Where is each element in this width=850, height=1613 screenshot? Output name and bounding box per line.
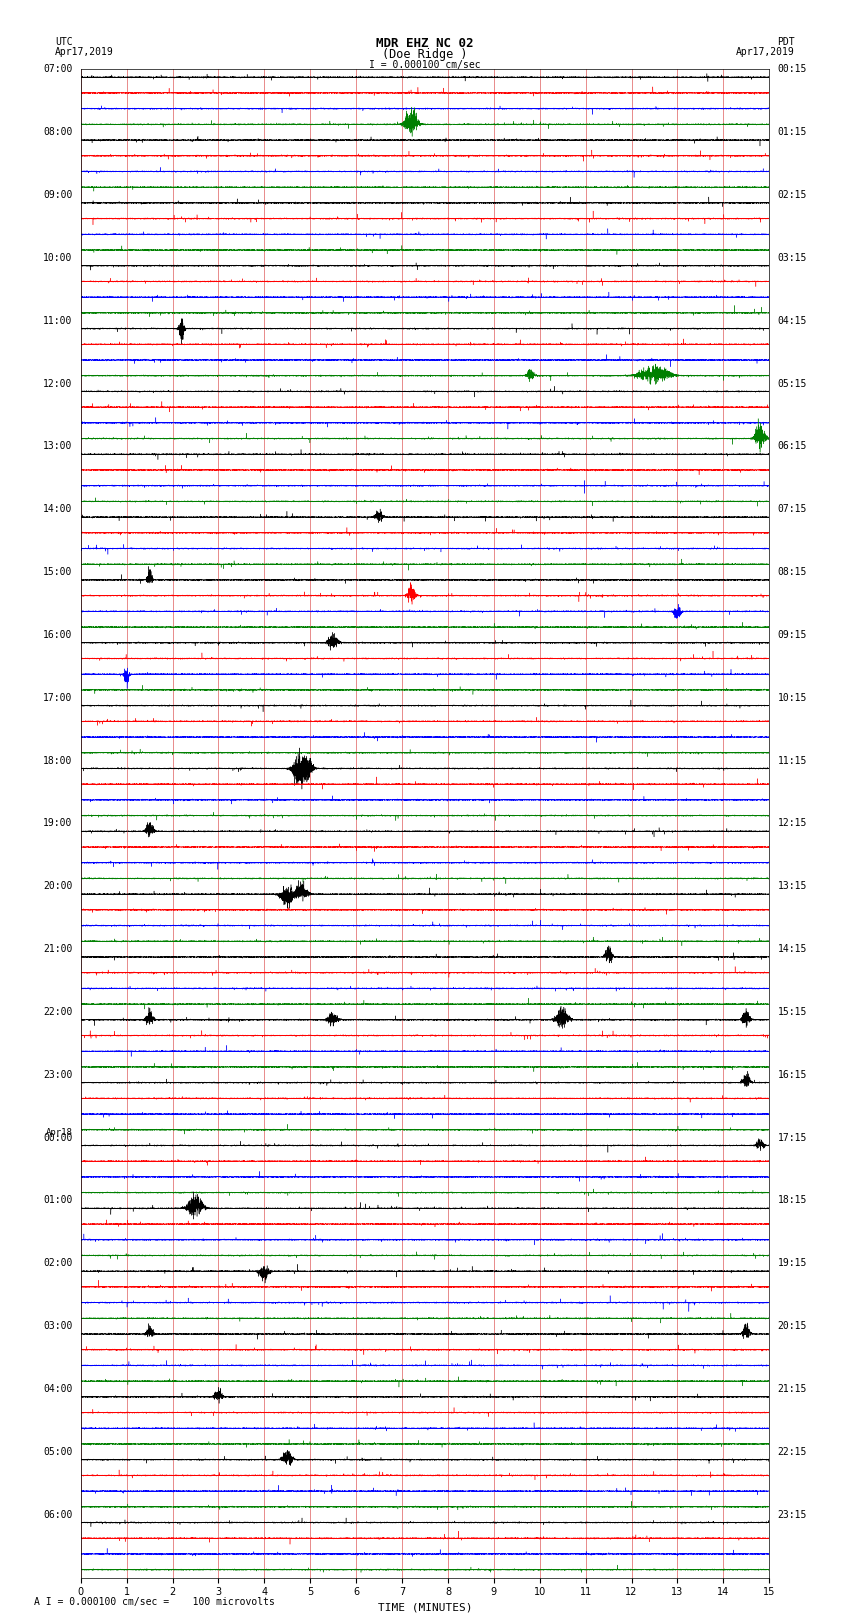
Text: 10:00: 10:00 xyxy=(43,253,72,263)
Text: 02:00: 02:00 xyxy=(43,1258,72,1268)
Text: 09:00: 09:00 xyxy=(43,190,72,200)
Text: 01:15: 01:15 xyxy=(778,127,807,137)
Text: 19:00: 19:00 xyxy=(43,818,72,829)
Text: 00:00: 00:00 xyxy=(43,1132,72,1142)
Text: 13:15: 13:15 xyxy=(778,881,807,892)
Text: 04:00: 04:00 xyxy=(43,1384,72,1394)
Text: 18:00: 18:00 xyxy=(43,755,72,766)
Text: Apr17,2019: Apr17,2019 xyxy=(55,47,114,56)
Text: 22:15: 22:15 xyxy=(778,1447,807,1457)
Text: 05:15: 05:15 xyxy=(778,379,807,389)
Text: MDR EHZ NC 02: MDR EHZ NC 02 xyxy=(377,37,473,50)
Text: 13:00: 13:00 xyxy=(43,442,72,452)
X-axis label: TIME (MINUTES): TIME (MINUTES) xyxy=(377,1603,473,1613)
Text: (Doe Ridge ): (Doe Ridge ) xyxy=(382,48,468,61)
Text: 22:00: 22:00 xyxy=(43,1007,72,1016)
Text: 11:15: 11:15 xyxy=(778,755,807,766)
Text: 15:15: 15:15 xyxy=(778,1007,807,1016)
Text: 02:15: 02:15 xyxy=(778,190,807,200)
Text: 07:15: 07:15 xyxy=(778,505,807,515)
Text: 23:00: 23:00 xyxy=(43,1069,72,1079)
Text: 14:15: 14:15 xyxy=(778,944,807,955)
Text: 01:00: 01:00 xyxy=(43,1195,72,1205)
Text: 04:15: 04:15 xyxy=(778,316,807,326)
Text: 18:15: 18:15 xyxy=(778,1195,807,1205)
Text: 15:00: 15:00 xyxy=(43,568,72,577)
Text: 03:00: 03:00 xyxy=(43,1321,72,1331)
Text: 09:15: 09:15 xyxy=(778,631,807,640)
Text: Apr17,2019: Apr17,2019 xyxy=(736,47,795,56)
Text: 00:15: 00:15 xyxy=(778,65,807,74)
Text: A I = 0.000100 cm/sec =    100 microvolts: A I = 0.000100 cm/sec = 100 microvolts xyxy=(34,1597,275,1607)
Text: 06:00: 06:00 xyxy=(43,1510,72,1519)
Text: 05:00: 05:00 xyxy=(43,1447,72,1457)
Text: 12:00: 12:00 xyxy=(43,379,72,389)
Text: 17:00: 17:00 xyxy=(43,692,72,703)
Text: 23:15: 23:15 xyxy=(778,1510,807,1519)
Text: 21:00: 21:00 xyxy=(43,944,72,955)
Text: 06:15: 06:15 xyxy=(778,442,807,452)
Text: 19:15: 19:15 xyxy=(778,1258,807,1268)
Text: 20:00: 20:00 xyxy=(43,881,72,892)
Text: 12:15: 12:15 xyxy=(778,818,807,829)
Text: I = 0.000100 cm/sec: I = 0.000100 cm/sec xyxy=(369,60,481,69)
Text: 14:00: 14:00 xyxy=(43,505,72,515)
Text: PDT: PDT xyxy=(777,37,795,47)
Text: 16:00: 16:00 xyxy=(43,631,72,640)
Text: 10:15: 10:15 xyxy=(778,692,807,703)
Text: 07:00: 07:00 xyxy=(43,65,72,74)
Text: 16:15: 16:15 xyxy=(778,1069,807,1079)
Text: Apr18: Apr18 xyxy=(46,1129,72,1137)
Text: 20:15: 20:15 xyxy=(778,1321,807,1331)
Text: 17:15: 17:15 xyxy=(778,1132,807,1142)
Text: 08:15: 08:15 xyxy=(778,568,807,577)
Text: 21:15: 21:15 xyxy=(778,1384,807,1394)
Text: 08:00: 08:00 xyxy=(43,127,72,137)
Text: 03:15: 03:15 xyxy=(778,253,807,263)
Text: UTC: UTC xyxy=(55,37,73,47)
Text: 11:00: 11:00 xyxy=(43,316,72,326)
